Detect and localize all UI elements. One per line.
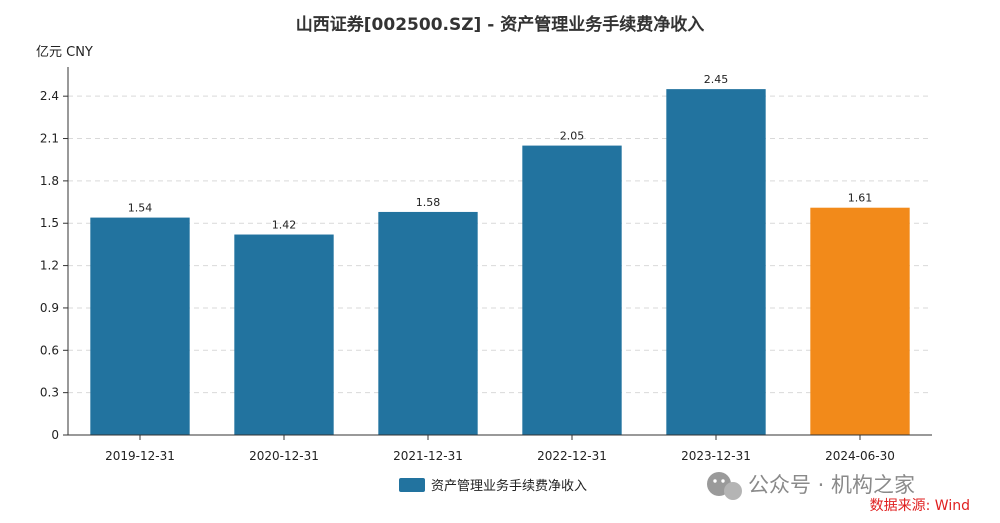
x-tick-label: 2020-12-31 bbox=[249, 449, 319, 463]
y-tick-label: 0.9 bbox=[40, 301, 59, 315]
data-label: 1.58 bbox=[416, 196, 441, 209]
legend-swatch[interactable] bbox=[399, 478, 425, 492]
chart-title: 山西证券[002500.SZ] - 资产管理业务手续费净收入 bbox=[296, 14, 704, 35]
bar[interactable] bbox=[234, 234, 334, 435]
wechat-icon-bubble bbox=[724, 482, 742, 500]
gridlines bbox=[68, 95, 932, 394]
legend[interactable]: 资产管理业务手续费净收入 bbox=[399, 478, 587, 494]
data-source: 数据来源: Wind bbox=[870, 498, 970, 514]
bar[interactable] bbox=[90, 217, 190, 435]
y-tick-label: 0.3 bbox=[40, 386, 59, 400]
data-label: 1.42 bbox=[272, 219, 297, 232]
x-tick-label: 2024-06-30 bbox=[825, 449, 895, 463]
bar[interactable] bbox=[378, 211, 478, 435]
y-tick-label: 0.6 bbox=[40, 343, 59, 357]
data-label: 2.45 bbox=[704, 73, 729, 86]
y-tick-label: 1.8 bbox=[40, 174, 59, 188]
bar[interactable] bbox=[522, 145, 622, 435]
y-tick-label: 1.5 bbox=[40, 216, 59, 230]
y-tick-label: 1.2 bbox=[40, 259, 59, 273]
watermark-logo bbox=[707, 472, 742, 500]
wechat-icon-eye-right bbox=[721, 479, 725, 483]
y-axis-unit-label: 亿元 CNY bbox=[36, 45, 93, 60]
x-tick-label: 2022-12-31 bbox=[537, 449, 607, 463]
wechat-icon-eye-left bbox=[713, 479, 717, 483]
data-label: 1.61 bbox=[848, 192, 873, 205]
x-tick-label: 2019-12-31 bbox=[105, 449, 175, 463]
bar[interactable] bbox=[810, 207, 910, 435]
axes: 0 0.3 0.6 0.9 1.2 1.5 1.8 2.1 2.4 2019-12-31 2020-… bbox=[40, 67, 932, 463]
y-tick-label: 2.1 bbox=[40, 132, 59, 146]
x-tick-label: 2023-12-31 bbox=[681, 449, 751, 463]
legend-label[interactable]: 资产管理业务手续费净收入 bbox=[431, 478, 587, 494]
data-labels: 1.54 1.42 1.58 2.05 2.45 1.61 bbox=[128, 73, 873, 231]
x-tick-label: 2021-12-31 bbox=[393, 449, 463, 463]
y-tick-label: 0 bbox=[51, 428, 59, 442]
data-label: 1.54 bbox=[128, 202, 153, 215]
bars bbox=[90, 89, 910, 435]
bar[interactable] bbox=[666, 89, 766, 435]
y-tick-label: 2.4 bbox=[40, 89, 59, 103]
data-label: 2.05 bbox=[560, 130, 585, 143]
watermark-text: 公众号 · 机构之家 bbox=[748, 473, 915, 497]
